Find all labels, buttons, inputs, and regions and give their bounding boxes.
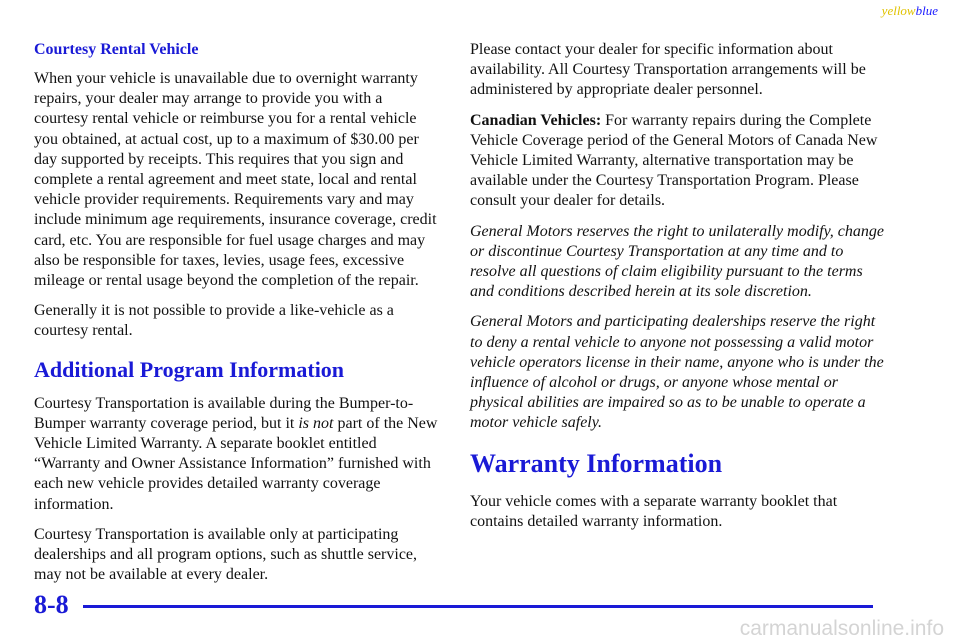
footer-rule	[83, 605, 873, 608]
like-vehicle-paragraph: Generally it is not possible to provide …	[34, 302, 394, 340]
program-paragraph: Courtesy Transportation is available dur…	[34, 394, 438, 515]
participating-dealerships-paragraph: Courtesy Transportation is available onl…	[34, 525, 418, 584]
program-text-after: part of the New Vehicle Limited Warranty…	[34, 414, 438, 513]
courtesy-rental-paragraph: When your vehicle is unavailable due to …	[34, 70, 437, 290]
header-mark-yellow: yellow	[881, 3, 916, 18]
gm-reserves-paragraph: General Motors reserves the right to uni…	[470, 222, 885, 301]
left-column: Courtesy Rental Vehicle When your vehicl…	[34, 40, 438, 595]
program-text-before: Courtesy Transportation is available dur…	[34, 394, 414, 432]
canadian-vehicles-text: For warranty repairs during the Complete…	[470, 111, 878, 210]
right-column: Please contact your dealer for specific …	[470, 40, 890, 542]
courtesy-rental-heading: Courtesy Rental Vehicle	[34, 41, 199, 58]
warranty-information-paragraph: Your vehicle comes with a separate warra…	[470, 492, 838, 530]
canadian-vehicles-paragraph: Canadian Vehicles: For warranty repairs …	[470, 111, 890, 212]
contact-dealer-paragraph: Please contact your dealer for specific …	[470, 41, 866, 99]
page-number: 8-8	[34, 590, 69, 619]
program-text-italic: is not	[298, 414, 334, 432]
page-header-mark: yellowblue	[882, 3, 938, 19]
additional-program-heading: Additional Program Information	[34, 356, 345, 382]
header-mark-blue: blue	[915, 3, 938, 18]
watermark: carmanualsonline.info	[739, 617, 944, 640]
canadian-vehicles-label: Canadian Vehicles:	[470, 111, 602, 129]
warranty-information-heading: Warranty Information	[470, 448, 723, 478]
gm-deny-rental-paragraph: General Motors and participating dealers…	[470, 313, 884, 432]
